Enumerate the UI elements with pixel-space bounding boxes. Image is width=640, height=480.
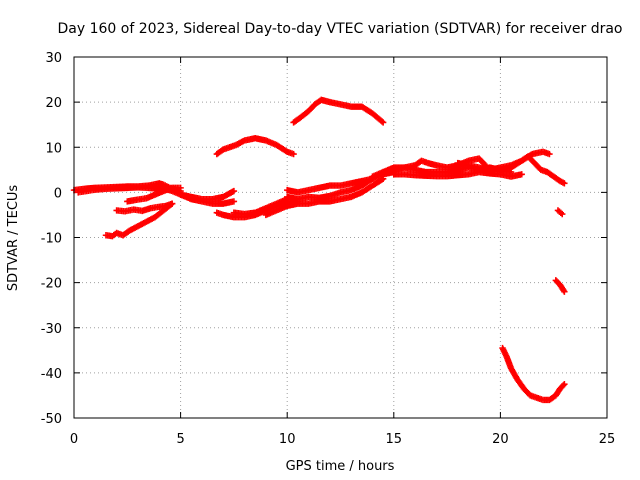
series-arc-19 [497,148,553,174]
series-arc-5 [124,184,184,205]
x-tick-label: 0 [70,432,78,447]
data-point [518,171,525,178]
series-arc-10 [230,195,291,218]
data-point [559,210,566,218]
data-point [560,382,567,389]
series-arc-7 [177,191,238,207]
data-point [546,150,553,158]
x-tick-label: 15 [386,432,403,447]
data-point [378,118,386,125]
data-point [230,198,238,205]
series-arc-21 [552,277,568,295]
y-tick-label: -20 [41,277,62,292]
x-tick-label: 25 [599,432,616,447]
series-arc-20 [499,344,568,404]
y-tick-label: -10 [41,232,62,247]
y-tick-label: 10 [45,141,62,156]
data-point [561,380,568,388]
x-tick-label: 20 [492,432,509,447]
series-arc-11 [262,175,387,219]
y-tick-label: -30 [41,322,62,337]
plot-area [70,96,568,404]
y-tick-label: 20 [45,96,62,111]
data-point [177,184,184,192]
data-point [561,288,568,295]
axis-ticks: 0 5 10 15 20 25 30 20 10 0 -10 -20 -30 -40 -50 [41,51,616,447]
series-arc-4 [113,200,176,215]
series-arc-14 [290,96,387,126]
x-axis-label: GPS time / hours [286,459,395,474]
data-point [230,187,238,195]
data-point [290,150,297,158]
series-arc-22 [554,207,566,218]
x-tick-label: 10 [279,432,296,447]
data-point [168,200,176,207]
series-arc-8 [213,135,297,158]
chart-title: Day 160 of 2023, Sidereal Day-to-day VTE… [57,21,622,37]
y-tick-label: -40 [41,367,62,382]
y-axis-label: SDTVAR / TECUs [6,185,21,292]
y-tick-label: -50 [41,412,62,427]
grid [74,57,607,418]
data-point [561,180,568,187]
y-tick-label: 0 [54,186,62,201]
plot-frame [73,56,608,419]
data-point [379,119,387,126]
series-arc-2 [75,184,174,196]
x-tick-label: 5 [176,432,184,447]
y-tick-label: 30 [45,51,62,66]
